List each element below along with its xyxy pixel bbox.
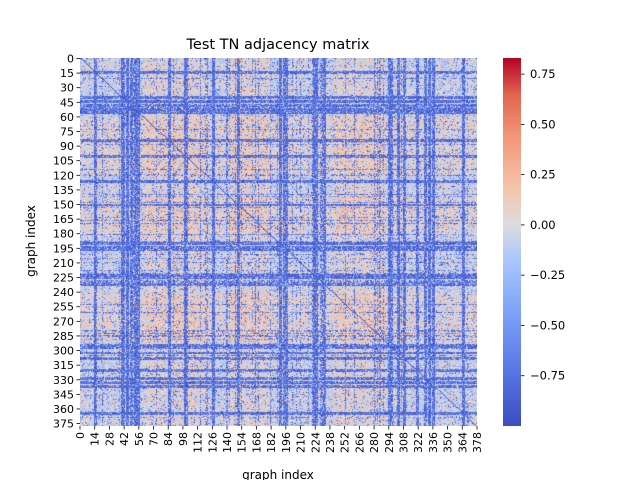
x-tick-label: 238 [324,432,337,453]
x-tick-label: 210 [295,432,308,453]
y-tick-label: 240 [53,286,74,299]
y-tick-label: 360 [53,403,74,416]
y-tick-label: 345 [53,388,74,401]
y-axis-label: graph index [24,205,38,277]
colorbar-tick-label: −0.25 [530,268,565,282]
x-axis-ticks: 0 14 28 42 56 70 84 98 112 126 140 154 168 182 196 210 2… [74,426,484,453]
colorbar [503,58,521,426]
y-tick-label: 90 [60,140,74,153]
colorbar-tick-label: 0.50 [530,117,556,131]
y-tick-label: 330 [53,374,74,387]
x-tick-label: 28 [103,432,116,446]
colorbar-tick-label: −0.50 [530,318,565,332]
x-tick-label: 84 [162,432,175,446]
y-tick-label: 150 [53,199,74,212]
colorbar-tick-label: 0.00 [530,218,556,232]
x-tick-label: 168 [250,432,263,453]
colorbar-tick-label: 0.25 [530,168,556,182]
x-tick-label: 140 [221,432,234,453]
x-tick-label: 126 [206,432,219,453]
x-axis-label: graph index [242,468,314,480]
x-tick-label: 378 [471,432,484,453]
x-tick-label: 252 [339,432,352,453]
y-tick-label: 255 [53,301,74,314]
y-tick-label: 60 [60,111,74,124]
x-tick-label: 0 [74,432,87,439]
y-tick-label: 195 [53,242,74,255]
x-tick-label: 112 [192,432,205,453]
y-tick-label: 315 [53,359,74,372]
y-tick-label: 75 [60,126,74,139]
y-tick-label: 165 [53,213,74,226]
colorbar-ticks: 0.75 0.50 0.25 0.00 −0.25 −0.50 −0.75 [521,67,565,383]
y-tick-label: 210 [53,257,74,270]
x-tick-label: 350 [442,432,455,453]
x-tick-label: 308 [397,432,410,453]
y-tick-label: 45 [60,96,74,109]
x-tick-label: 70 [148,432,161,446]
y-tick-label: 0 [67,52,74,65]
y-tick-label: 375 [53,418,74,431]
y-tick-label: 285 [53,330,74,343]
x-tick-label: 322 [412,432,425,453]
x-tick-label: 182 [265,432,278,453]
colorbar-tick-label: −0.75 [530,369,565,383]
x-tick-label: 14 [89,432,102,446]
y-tick-label: 105 [53,155,74,168]
y-tick-label: 180 [53,228,74,241]
heatmap-image [80,58,477,426]
colorbar-tick-label: 0.75 [530,67,556,81]
y-tick-label: 225 [53,272,74,285]
chart-title: Test TN adjacency matrix [186,37,370,53]
y-tick-label: 135 [53,184,74,197]
x-tick-label: 224 [309,432,322,453]
x-tick-label: 56 [133,432,146,446]
x-tick-label: 98 [177,432,190,446]
y-tick-label: 120 [53,169,74,182]
x-tick-label: 364 [456,432,469,453]
y-tick-label: 270 [53,315,74,328]
y-tick-label: 300 [53,345,74,358]
x-tick-label: 266 [353,432,366,453]
x-tick-label: 196 [280,432,293,453]
heatmap-cells [80,58,477,426]
x-tick-label: 280 [368,432,381,453]
y-tick-label: 15 [60,67,74,80]
x-tick-label: 42 [118,432,131,446]
y-axis-ticks: 0153045607590105120135150165180195210225… [53,52,80,431]
x-tick-label: 336 [427,432,440,453]
x-tick-label: 294 [383,432,396,453]
x-tick-label: 154 [236,432,249,453]
y-tick-label: 30 [60,82,74,95]
